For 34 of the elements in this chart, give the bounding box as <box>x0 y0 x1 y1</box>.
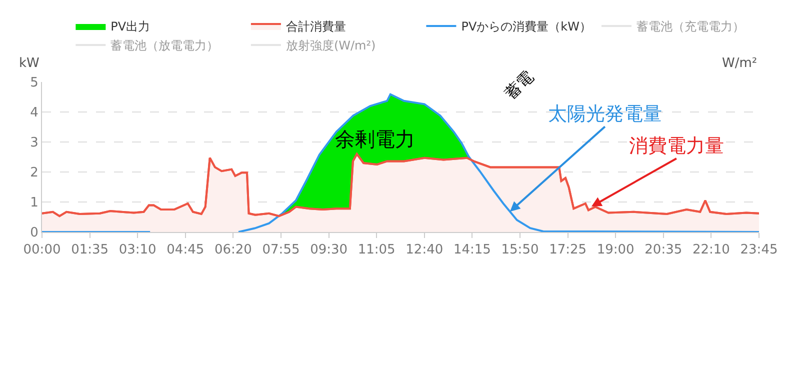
x-tick-label: 23:45 <box>740 242 778 258</box>
x-tick-label: 22:10 <box>692 242 730 258</box>
annotation: 余剰電力 <box>335 127 415 151</box>
legend-label: PVからの消費量（kW） <box>461 20 592 34</box>
y-tick-label: 4 <box>30 106 38 121</box>
x-tick-label: 11:05 <box>358 242 396 258</box>
y-tick-label: 3 <box>30 136 38 151</box>
x-tick-label: 14:15 <box>453 242 491 258</box>
annotation: 蓄電 <box>500 66 537 103</box>
x-tick-label: 19:00 <box>596 242 634 258</box>
x-tick-label: 06:20 <box>214 242 252 258</box>
x-tick-label: 04:45 <box>166 242 204 258</box>
y2-axis-title: W/m² <box>722 56 758 71</box>
x-tick-label: 03:10 <box>118 242 156 258</box>
x-tick-label: 20:35 <box>644 242 682 258</box>
x-tick-label: 12:40 <box>406 242 444 258</box>
annotation: 消費電力量 <box>629 135 724 157</box>
legend-label: 蓄電池（放電電力） <box>110 38 219 53</box>
x-tick-label: 07:55 <box>262 242 300 258</box>
legend-label: 蓄電池（充電電力） <box>636 20 744 34</box>
y-axis-title: kW <box>19 56 40 71</box>
annotation: 太陽光発電量 <box>548 103 662 125</box>
x-tick-label: 09:30 <box>310 242 348 258</box>
legend-label: PV出力 <box>110 20 150 34</box>
x-tick-label: 15:50 <box>501 242 539 258</box>
legend-label: 放射強度(W/m²) <box>286 38 376 53</box>
x-tick-label: 01:35 <box>71 242 109 258</box>
y-tick-label: 1 <box>30 196 38 211</box>
x-tick-label: 00:00 <box>23 242 61 258</box>
y-tick-label: 0 <box>30 226 38 241</box>
y-tick-label: 5 <box>30 76 38 91</box>
legend-label: 合計消費量 <box>286 20 346 34</box>
y-tick-label: 2 <box>30 166 38 181</box>
x-tick-label: 17:25 <box>549 242 587 258</box>
